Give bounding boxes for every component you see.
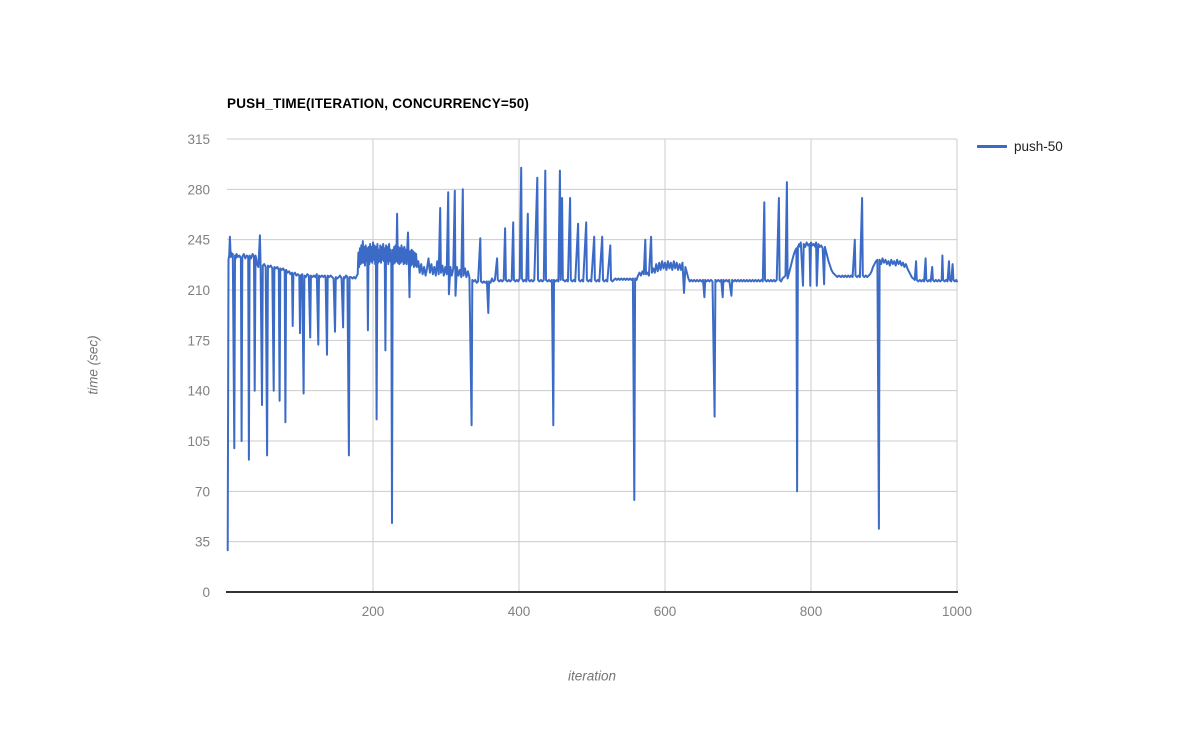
legend-series-label: push-50: [1014, 139, 1063, 154]
y-tick-label: 140: [187, 384, 210, 399]
y-tick-label: 210: [187, 283, 210, 298]
y-tick-label: 35: [195, 535, 210, 550]
y-tick-label: 280: [187, 182, 210, 197]
legend: push-50: [977, 139, 1063, 154]
x-tick-label: 400: [508, 604, 531, 619]
y-tick-label: 315: [187, 132, 210, 147]
x-axis-title: iteration: [567, 668, 617, 684]
x-tick-label: 1000: [942, 604, 972, 619]
y-tick-label: 245: [187, 233, 210, 248]
chart-title: PUSH_TIME(ITERATION, CONCURRENCY=50): [227, 96, 530, 111]
y-tick-label: 0: [202, 585, 210, 600]
x-tick-label: 200: [362, 604, 385, 619]
x-tick-label: 800: [800, 604, 823, 619]
y-tick-label: 70: [195, 484, 210, 499]
y-tick-label: 175: [187, 333, 210, 348]
x-tick-label: 600: [654, 604, 677, 619]
series-line-push-50: [226, 166, 958, 552]
y-tick-label: 105: [187, 434, 210, 449]
legend-line-swatch: [977, 145, 1007, 148]
